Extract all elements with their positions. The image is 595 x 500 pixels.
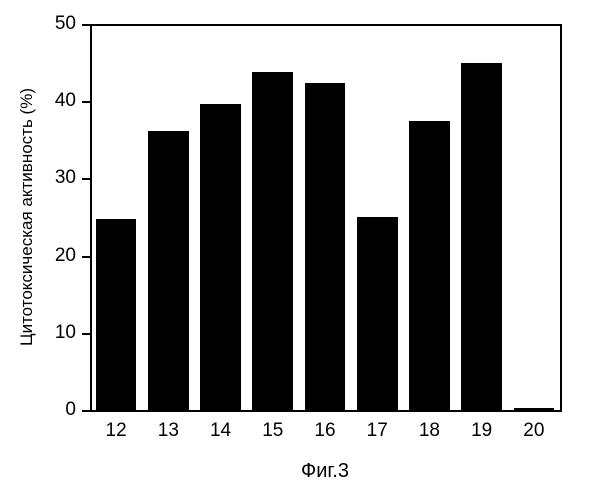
bar bbox=[200, 104, 241, 410]
y-tick-label: 30 bbox=[42, 167, 76, 189]
bar bbox=[305, 83, 346, 410]
y-tick-label: 50 bbox=[42, 13, 76, 35]
x-tick-label: 20 bbox=[523, 420, 544, 442]
y-tick-label: 20 bbox=[42, 245, 76, 267]
y-axis-title: Цитотоксическая активность (%) bbox=[17, 88, 37, 346]
right-axis bbox=[560, 24, 562, 412]
x-tick-label: 18 bbox=[419, 420, 440, 442]
figure-caption: Фиг.3 bbox=[301, 460, 349, 483]
bar bbox=[252, 72, 293, 410]
x-tick-label: 13 bbox=[158, 420, 179, 442]
x-axis bbox=[90, 410, 562, 412]
x-tick-label: 15 bbox=[262, 420, 283, 442]
y-tick-label: 40 bbox=[42, 90, 76, 112]
bar bbox=[409, 121, 450, 411]
bar bbox=[461, 63, 502, 410]
x-tick-label: 12 bbox=[106, 420, 127, 442]
bar bbox=[96, 219, 137, 410]
x-tick-label: 16 bbox=[314, 420, 335, 442]
figure: 0 10 20 30 40 50 12 13 14 15 16 17 18 19 20 Цитотокси… bbox=[0, 0, 595, 500]
y-tick bbox=[82, 333, 90, 335]
y-tick bbox=[82, 256, 90, 258]
y-tick bbox=[82, 410, 90, 412]
x-tick-label: 19 bbox=[471, 420, 492, 442]
bar bbox=[357, 217, 398, 410]
x-tick-label: 17 bbox=[367, 420, 388, 442]
bar bbox=[148, 131, 189, 410]
y-tick bbox=[82, 101, 90, 103]
y-tick-label: 0 bbox=[42, 399, 76, 421]
y-tick bbox=[82, 24, 90, 26]
bar bbox=[514, 408, 555, 410]
x-tick-label: 14 bbox=[210, 420, 231, 442]
bars bbox=[90, 24, 560, 410]
y-tick bbox=[82, 178, 90, 180]
y-tick-label: 10 bbox=[42, 322, 76, 344]
